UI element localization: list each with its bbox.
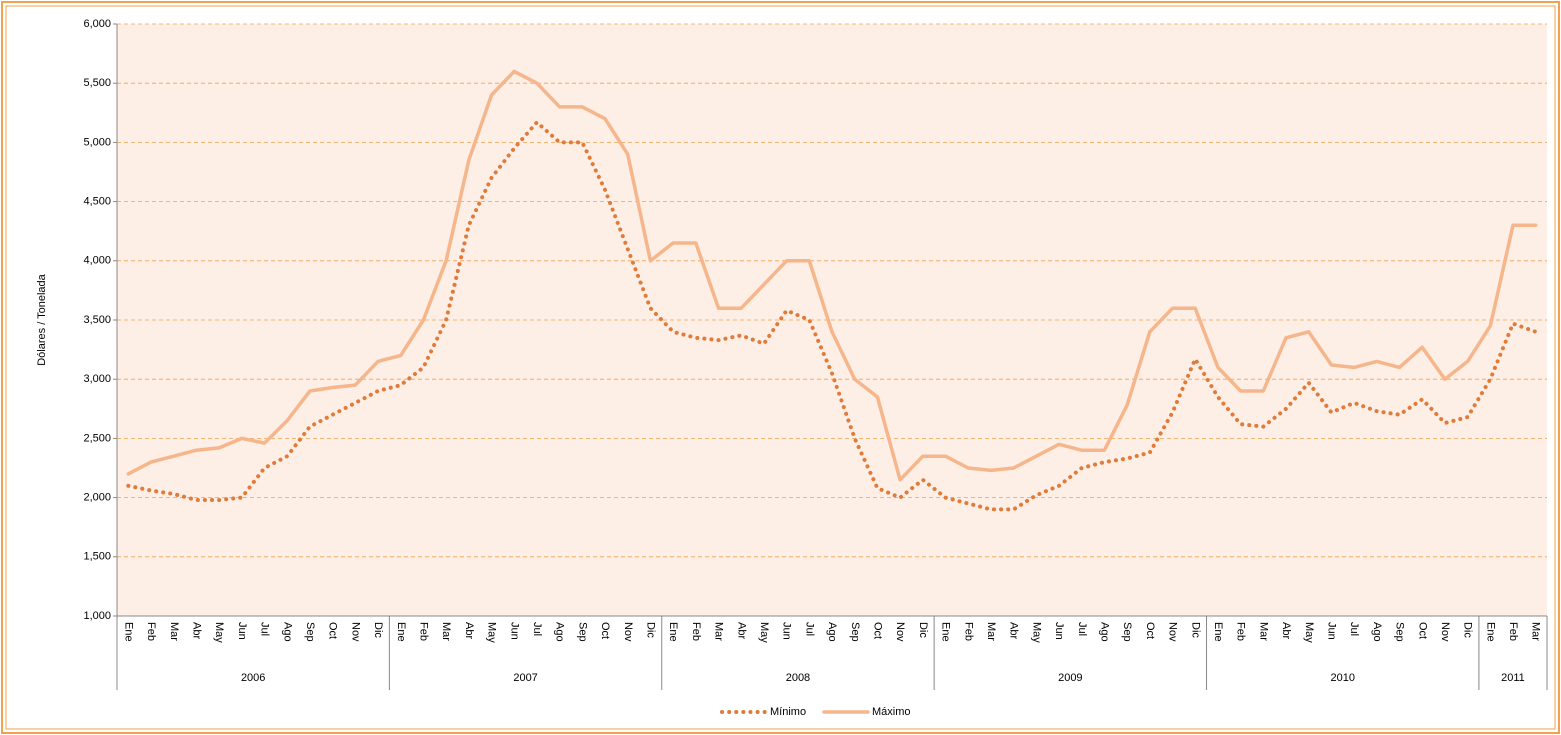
x-tick-label: Ago: [1098, 622, 1110, 642]
x-tick-label: Ene: [940, 622, 952, 642]
x-tick-label: Oct: [871, 622, 883, 639]
x-tick-label: Nov: [1439, 622, 1451, 642]
y-tick-label: 2,500: [83, 432, 111, 444]
x-tick-label: Feb: [145, 622, 157, 641]
x-tick-label: Abr: [735, 622, 747, 639]
x-tick-label: Oct: [327, 622, 339, 639]
y-tick-label: 6,000: [83, 18, 111, 30]
group-label: 2007: [513, 672, 537, 684]
inner-border: [5, 5, 1556, 730]
x-tick-label: Jun: [1325, 622, 1337, 640]
x-tick-label: Ago: [554, 622, 566, 642]
x-tick-label: Nov: [894, 622, 906, 642]
x-tick-label: Dic: [372, 622, 384, 638]
series-line: [126, 120, 1538, 512]
x-tick-label: Nov: [349, 622, 361, 642]
series-line: [126, 69, 1538, 482]
x-tick-label: Oct: [1144, 622, 1156, 639]
x-tick-label: May: [1303, 622, 1315, 643]
x-tick-label: Jul: [803, 622, 815, 636]
y-tick-label: 5,000: [83, 136, 111, 148]
x-tick-label: Abr: [463, 622, 475, 639]
group-label: 2006: [241, 672, 265, 684]
x-tick-label: Jul: [1076, 622, 1088, 636]
x-tick-label: Nov: [622, 622, 634, 642]
group-label: 2010: [1330, 672, 1354, 684]
x-tick-label: Feb: [962, 622, 974, 641]
y-tick-label: 4,000: [83, 255, 111, 267]
y-tick-label: 3,500: [83, 314, 111, 326]
x-tick-label: Abr: [1008, 622, 1020, 639]
x-tick-label: Sep: [576, 622, 588, 642]
x-tick-label: May: [1030, 622, 1042, 643]
group-label: 2008: [786, 672, 810, 684]
x-tick-label: Ene: [1212, 622, 1224, 642]
y-tick-label: 2,000: [83, 492, 111, 504]
x-tick-label: Ene: [1484, 622, 1496, 642]
x-tick-label: Jun: [508, 622, 520, 640]
x-tick-label: Feb: [1507, 622, 1519, 641]
y-axis-label: Dólares / Tonelada: [36, 273, 48, 365]
x-tick-label: Ago: [826, 622, 838, 642]
x-tick-label: Dic: [1462, 622, 1474, 638]
x-tick-label: May: [486, 622, 498, 643]
x-tick-label: Abr: [191, 622, 203, 639]
x-tick-label: Jun: [1053, 622, 1065, 640]
x-tick-label: Ene: [395, 622, 407, 642]
x-tick-label: Jun: [781, 622, 793, 640]
x-tick-label: Abr: [1280, 622, 1292, 639]
x-tick-label: Dic: [1189, 622, 1201, 638]
x-tick-label: Mar: [1530, 622, 1542, 641]
x-tick-label: Mar: [1257, 622, 1269, 641]
x-tick-label: Ene: [122, 622, 134, 642]
y-tick-label: 3,000: [83, 373, 111, 385]
group-label: 2009: [1058, 672, 1082, 684]
x-tick-label: Jul: [1348, 622, 1360, 636]
y-tick-label: 5,500: [83, 77, 111, 89]
legend-label: Mínimo: [770, 706, 806, 718]
x-tick-label: Sep: [1394, 622, 1406, 642]
x-tick-label: Oct: [1416, 622, 1428, 639]
group-label: 2011: [1501, 672, 1525, 684]
x-tick-label: Ago: [1371, 622, 1383, 642]
legend-label: Máximo: [872, 706, 911, 718]
x-tick-label: Jun: [236, 622, 248, 640]
x-tick-label: May: [213, 622, 225, 643]
x-tick-label: Sep: [1121, 622, 1133, 642]
x-tick-label: Ene: [667, 622, 679, 642]
x-tick-label: Dic: [645, 622, 657, 638]
x-tick-label: Nov: [1167, 622, 1179, 642]
x-tick-label: Feb: [690, 622, 702, 641]
x-tick-label: Sep: [304, 622, 316, 642]
x-tick-label: Mar: [713, 622, 725, 641]
x-tick-label: Dic: [917, 622, 929, 638]
y-tick-label: 1,000: [83, 610, 111, 622]
x-tick-label: Mar: [168, 622, 180, 641]
y-tick-label: 1,500: [83, 551, 111, 563]
x-tick-label: Oct: [599, 622, 611, 639]
x-tick-label: Feb: [418, 622, 430, 641]
x-tick-label: Jul: [259, 622, 271, 636]
x-tick-label: Ago: [281, 622, 293, 642]
x-tick-label: Sep: [849, 622, 861, 642]
x-tick-label: Mar: [440, 622, 452, 641]
x-tick-label: Mar: [985, 622, 997, 641]
y-tick-label: 4,500: [83, 196, 111, 208]
x-tick-label: May: [758, 622, 770, 643]
x-tick-label: Jul: [531, 622, 543, 636]
x-tick-label: Feb: [1235, 622, 1247, 641]
